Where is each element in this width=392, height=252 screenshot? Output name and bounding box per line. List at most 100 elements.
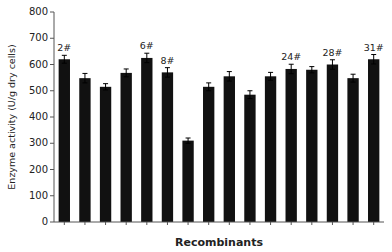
y-tick-label: 300	[29, 137, 48, 148]
y-tick-label: 200	[29, 164, 48, 175]
bars	[59, 53, 380, 222]
error-bar-cap	[165, 67, 170, 68]
error-bar-stem	[291, 64, 292, 73]
error-bar-stem	[64, 55, 65, 63]
error-bar-stem	[167, 68, 168, 77]
y-tick	[50, 12, 54, 13]
error-bar	[103, 84, 108, 90]
bar	[368, 59, 379, 222]
bar	[79, 78, 90, 222]
bar	[59, 59, 70, 222]
error-bar-stem	[373, 55, 374, 64]
bar	[327, 65, 338, 223]
error-bar	[371, 55, 376, 64]
bar	[244, 95, 255, 222]
error-bar	[206, 83, 211, 91]
error-bar	[309, 67, 314, 73]
x-axis-line	[54, 222, 384, 223]
error-bar-cap	[330, 69, 335, 70]
annotation: 2#	[57, 42, 71, 53]
bar	[224, 76, 235, 222]
annotation: 31#	[364, 42, 384, 53]
y-tick-label: 700	[29, 32, 48, 43]
bar	[141, 58, 152, 222]
y-tick-label: 500	[29, 85, 48, 96]
y-tick	[50, 64, 54, 65]
error-bar-cap	[227, 71, 232, 72]
y-tick-label: 0	[42, 216, 48, 227]
error-bar	[330, 60, 335, 69]
y-tick	[50, 195, 54, 196]
error-bar-cap	[247, 98, 252, 99]
error-bar-cap	[351, 74, 356, 75]
error-bar-cap	[186, 143, 191, 144]
error-bar-cap	[371, 63, 376, 64]
y-tick	[50, 90, 54, 91]
error-bar-cap	[124, 68, 129, 69]
error-bar-cap	[62, 63, 67, 64]
error-bar-cap	[124, 76, 129, 77]
error-bar-cap	[82, 82, 87, 83]
error-bar	[227, 72, 232, 81]
error-bar	[124, 69, 129, 77]
bar	[286, 69, 297, 222]
error-bar	[82, 73, 87, 82]
error-bar-cap	[103, 89, 108, 90]
bar	[100, 87, 111, 222]
y-axis-line	[54, 12, 55, 222]
error-bar-cap	[247, 90, 252, 91]
error-bar-stem	[229, 72, 230, 81]
error-bar-stem	[332, 60, 333, 69]
error-bar-stem	[105, 84, 106, 90]
error-bar	[351, 74, 356, 82]
error-bar-cap	[206, 82, 211, 83]
bar	[182, 141, 193, 222]
chart-svg: 01002003004005006007008002#6#8#24#28#31#…	[0, 0, 392, 252]
error-bar-cap	[268, 80, 273, 81]
bar	[203, 87, 214, 222]
y-tick-label: 800	[29, 6, 48, 17]
y-tick-label: 600	[29, 59, 48, 70]
error-bar	[62, 55, 67, 63]
error-bar-cap	[309, 72, 314, 73]
error-bar-cap	[165, 77, 170, 78]
error-bar-cap	[82, 73, 87, 74]
error-bar	[144, 53, 149, 62]
y-tick	[50, 117, 54, 118]
error-bar-cap	[62, 55, 67, 56]
error-bar-cap	[206, 90, 211, 91]
error-bar-stem	[146, 53, 147, 62]
error-bar-cap	[309, 66, 314, 67]
annotation: 8#	[160, 55, 174, 66]
error-bar-stem	[84, 73, 85, 82]
error-bar-stem	[188, 138, 189, 143]
bar	[306, 70, 317, 222]
y-tick	[50, 222, 54, 223]
annotation: 28#	[322, 47, 342, 58]
error-bar-cap	[144, 53, 149, 54]
error-bar-cap	[371, 54, 376, 55]
error-bar-cap	[330, 59, 335, 60]
error-bar-cap	[351, 82, 356, 83]
y-tick-label: 100	[29, 190, 48, 201]
error-bar-cap	[227, 81, 232, 82]
bar	[162, 72, 173, 222]
error-bar-stem	[353, 74, 354, 82]
error-bar-stem	[249, 91, 250, 99]
error-bar-cap	[103, 83, 108, 84]
bar	[347, 78, 358, 222]
error-bar-stem	[126, 69, 127, 77]
error-bar-cap	[186, 138, 191, 139]
error-bar	[186, 138, 191, 143]
error-bar-cap	[289, 64, 294, 65]
error-bar-cap	[289, 73, 294, 74]
error-bar-stem	[311, 67, 312, 73]
error-bar-cap	[268, 72, 273, 73]
y-tick	[50, 169, 54, 170]
x-axis-title: Recombinants	[175, 236, 263, 249]
error-bar-stem	[208, 83, 209, 91]
error-bar	[268, 72, 273, 80]
error-bar	[247, 91, 252, 99]
y-axis-title: Enzyme activity (U/g dry cells)	[6, 44, 17, 189]
annotation: 24#	[281, 51, 301, 62]
